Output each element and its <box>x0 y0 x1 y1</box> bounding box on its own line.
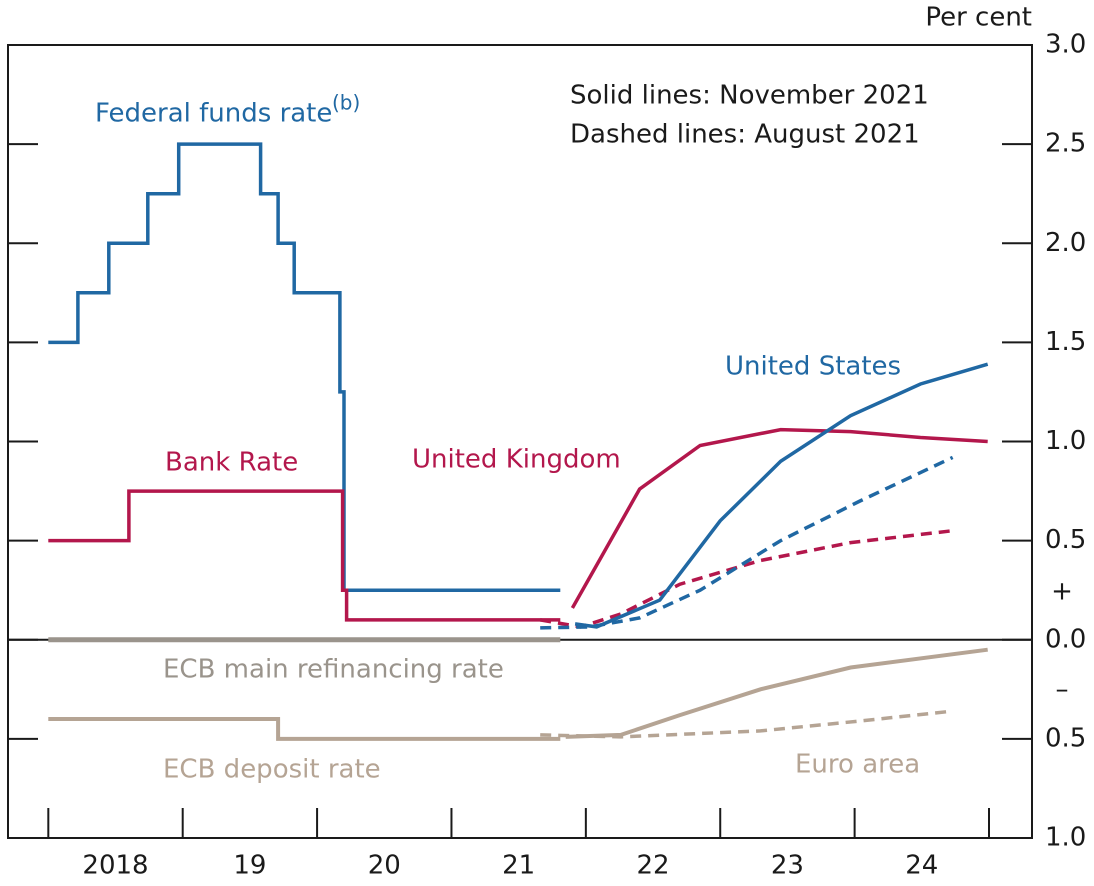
series-label: United States <box>725 352 901 382</box>
y-tick-label: 1.0 <box>1045 426 1086 456</box>
x-tick-label: 2018 <box>82 851 148 881</box>
y-tick-label: 0.5 <box>1045 723 1086 753</box>
series-label: ECB deposit rate <box>163 755 381 785</box>
x-tick-label: 21 <box>502 851 535 881</box>
y-unit-label: Per cent <box>925 3 1032 33</box>
sign: – <box>1056 675 1069 705</box>
series-label: Federal funds rate <box>95 99 332 129</box>
sign: + <box>1051 577 1073 607</box>
solid-line <box>565 647 988 739</box>
y-tick-label: 1.0 <box>1045 823 1086 853</box>
series-label: Euro area <box>795 750 920 780</box>
y-tick-label: 1.5 <box>1045 327 1086 357</box>
solid-line <box>570 427 988 609</box>
solid-line <box>48 489 561 622</box>
note: Solid lines: November 2021 <box>570 81 929 111</box>
dashed-line <box>540 455 954 630</box>
y-tick-label: 2.5 <box>1045 129 1086 159</box>
dashed-line <box>540 709 953 739</box>
y-tick-label: 0.5 <box>1045 525 1086 555</box>
note: Dashed lines: August 2021 <box>570 120 920 150</box>
x-tick-label: 20 <box>368 851 401 881</box>
solid-line <box>48 142 561 592</box>
y-tick-label: 0.0 <box>1045 624 1086 654</box>
y-tick-label: 3.0 <box>1045 30 1086 60</box>
series-label: (b) <box>332 91 360 115</box>
solid-line <box>574 362 989 629</box>
series-label: Bank Rate <box>165 448 298 478</box>
solid-line <box>48 717 561 741</box>
x-tick-label: 22 <box>636 851 669 881</box>
y-tick-label: 2.0 <box>1045 228 1086 258</box>
series-label: ECB main refinancing rate <box>163 655 504 685</box>
series-label: United Kingdom <box>412 445 621 475</box>
x-tick-label: 19 <box>233 851 266 881</box>
dashed-line <box>539 528 953 629</box>
x-tick-label: 24 <box>905 851 938 881</box>
x-tick-label: 23 <box>771 851 804 881</box>
